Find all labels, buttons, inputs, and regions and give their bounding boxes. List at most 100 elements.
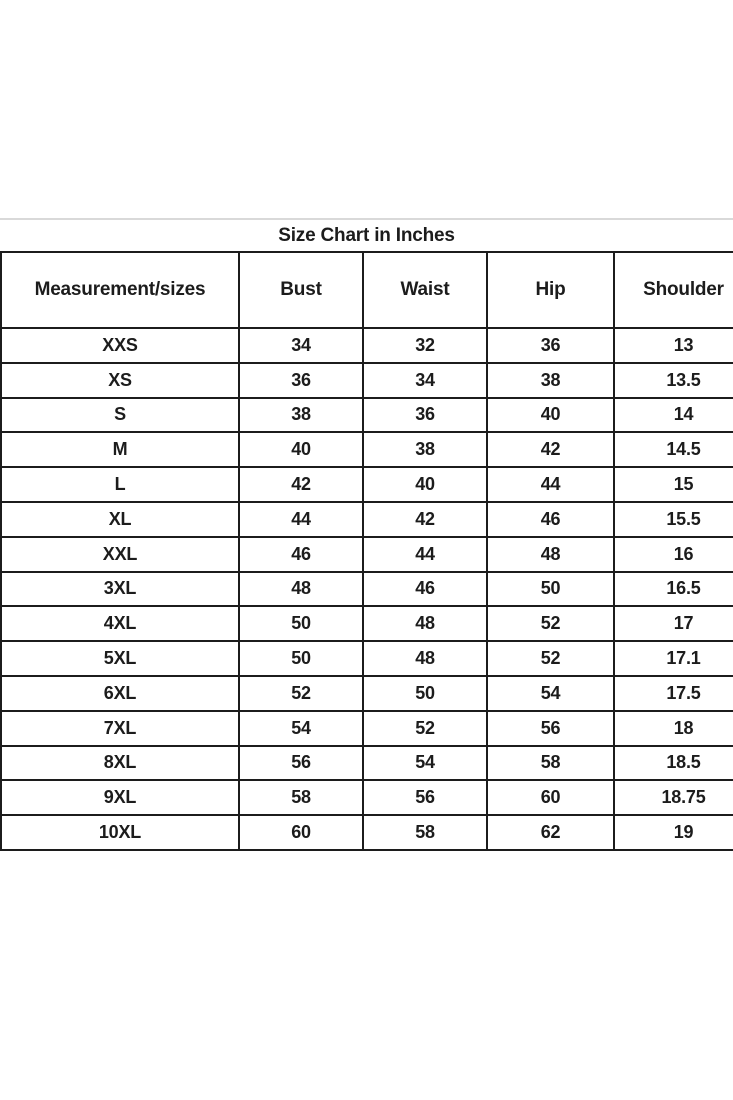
table-row: 8XL 56 54 58 18.5: [0, 744, 733, 782]
bust-cell: 56: [238, 744, 364, 782]
hip-cell: 54: [486, 674, 615, 712]
size-label-cell: 7XL: [0, 709, 240, 747]
size-label-cell: 8XL: [0, 744, 240, 782]
waist-cell: 40: [362, 466, 488, 503]
waist-cell: 36: [362, 396, 488, 434]
bust-cell: 54: [238, 709, 364, 747]
size-label-cell: L: [0, 466, 240, 503]
table-row: 3XL 48 46 50 16.5: [0, 570, 733, 608]
table-row: 5XL 50 48 52 17.1: [0, 640, 733, 677]
hip-cell: 62: [486, 814, 615, 851]
size-chart: Size Chart in Inches Measurement/sizes B…: [0, 218, 733, 851]
hip-cell: 52: [486, 640, 615, 677]
waist-cell: 48: [362, 640, 488, 677]
shoulder-cell: 13: [613, 327, 733, 364]
column-header-bust: Bust: [238, 251, 364, 329]
size-label-cell: 6XL: [0, 674, 240, 712]
hip-cell: 50: [486, 570, 615, 608]
size-label-cell: S: [0, 396, 240, 434]
table-row: 4XL 50 48 52 17: [0, 605, 733, 643]
table-row: XXL 46 44 48 16: [0, 535, 733, 573]
waist-cell: 44: [362, 535, 488, 573]
waist-cell: 48: [362, 605, 488, 643]
hip-cell: 60: [486, 779, 615, 817]
bust-cell: 52: [238, 674, 364, 712]
hip-cell: 58: [486, 744, 615, 782]
bust-cell: 40: [238, 431, 364, 469]
shoulder-cell: 14.5: [613, 431, 733, 469]
hip-cell: 40: [486, 396, 615, 434]
table-row: 10XL 60 58 62 19: [0, 814, 733, 851]
waist-cell: 54: [362, 744, 488, 782]
shoulder-cell: 18.75: [613, 779, 733, 817]
size-label-cell: XL: [0, 500, 240, 538]
table-row: XS 36 34 38 13.5: [0, 361, 733, 399]
column-header-shoulder: Shoulder: [613, 251, 733, 329]
table-row: 9XL 58 56 60 18.75: [0, 779, 733, 817]
bust-cell: 46: [238, 535, 364, 573]
hip-cell: 46: [486, 500, 615, 538]
table-row: M 40 38 42 14.5: [0, 431, 733, 469]
waist-cell: 42: [362, 500, 488, 538]
table-row: 7XL 54 52 56 18: [0, 709, 733, 747]
hip-cell: 52: [486, 605, 615, 643]
column-header-sizes: Measurement/sizes: [0, 251, 240, 329]
hip-cell: 48: [486, 535, 615, 573]
size-label-cell: 9XL: [0, 779, 240, 817]
table-row: L 42 40 44 15: [0, 466, 733, 503]
hip-cell: 36: [486, 327, 615, 364]
size-label-cell: XXS: [0, 327, 240, 364]
shoulder-cell: 16.5: [613, 570, 733, 608]
size-label-cell: XS: [0, 361, 240, 399]
shoulder-cell: 16: [613, 535, 733, 573]
hip-cell: 44: [486, 466, 615, 503]
shoulder-cell: 17: [613, 605, 733, 643]
bust-cell: 50: [238, 605, 364, 643]
table-row: 6XL 52 50 54 17.5: [0, 674, 733, 712]
shoulder-cell: 14: [613, 396, 733, 434]
waist-cell: 32: [362, 327, 488, 364]
size-label-cell: 5XL: [0, 640, 240, 677]
table-row: XL 44 42 46 15.5: [0, 500, 733, 538]
shoulder-cell: 19: [613, 814, 733, 851]
size-table: Measurement/sizes Bust Waist Hip Shoulde…: [0, 251, 733, 851]
column-header-hip: Hip: [486, 251, 615, 329]
shoulder-cell: 15: [613, 466, 733, 503]
bust-cell: 34: [238, 327, 364, 364]
column-header-waist: Waist: [362, 251, 488, 329]
shoulder-cell: 18: [613, 709, 733, 747]
waist-cell: 58: [362, 814, 488, 851]
bust-cell: 58: [238, 779, 364, 817]
size-label-cell: XXL: [0, 535, 240, 573]
hip-cell: 56: [486, 709, 615, 747]
size-table-body: XXS 34 32 36 13 XS 36 34 38 13.5 S 38 36 40 14 M 40 38 42 1…: [0, 327, 733, 851]
shoulder-cell: 17.5: [613, 674, 733, 712]
waist-cell: 56: [362, 779, 488, 817]
waist-cell: 46: [362, 570, 488, 608]
table-row: S 38 36 40 14: [0, 396, 733, 434]
size-label-cell: M: [0, 431, 240, 469]
size-table-header: Measurement/sizes Bust Waist Hip Shoulde…: [0, 251, 733, 329]
waist-cell: 50: [362, 674, 488, 712]
bust-cell: 38: [238, 396, 364, 434]
shoulder-cell: 15.5: [613, 500, 733, 538]
bust-cell: 60: [238, 814, 364, 851]
size-label-cell: 4XL: [0, 605, 240, 643]
header-row: Measurement/sizes Bust Waist Hip Shoulde…: [0, 251, 733, 329]
bust-cell: 36: [238, 361, 364, 399]
hip-cell: 38: [486, 361, 615, 399]
shoulder-cell: 18.5: [613, 744, 733, 782]
waist-cell: 52: [362, 709, 488, 747]
bust-cell: 42: [238, 466, 364, 503]
bust-cell: 48: [238, 570, 364, 608]
table-row: XXS 34 32 36 13: [0, 327, 733, 364]
hip-cell: 42: [486, 431, 615, 469]
waist-cell: 38: [362, 431, 488, 469]
shoulder-cell: 17.1: [613, 640, 733, 677]
waist-cell: 34: [362, 361, 488, 399]
bust-cell: 50: [238, 640, 364, 677]
size-label-cell: 3XL: [0, 570, 240, 608]
size-chart-title: Size Chart in Inches: [0, 218, 733, 251]
bust-cell: 44: [238, 500, 364, 538]
